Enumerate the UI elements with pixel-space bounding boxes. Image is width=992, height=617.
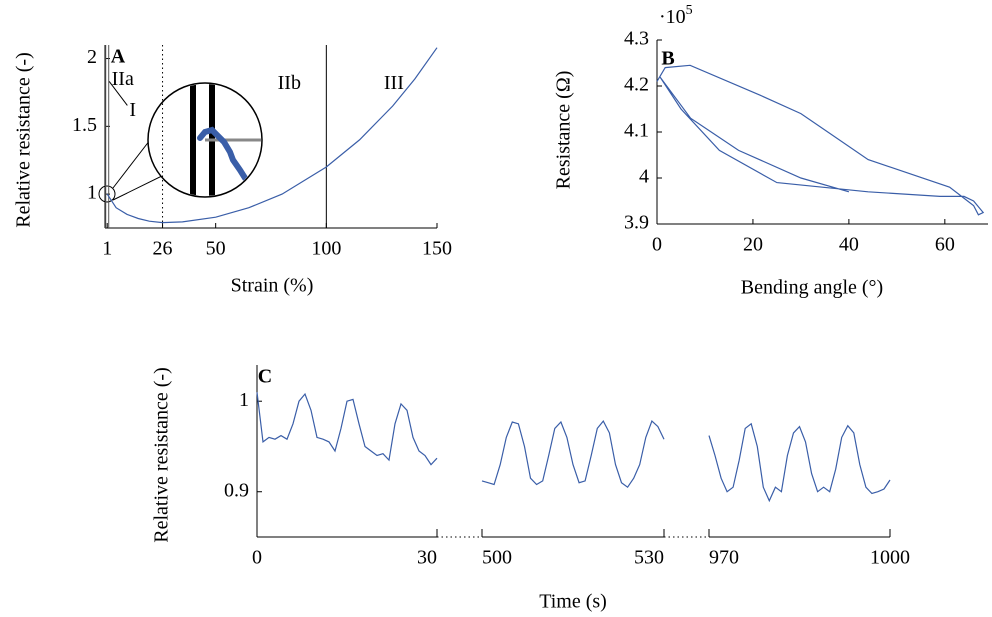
data-line [481,420,665,489]
annotation: IIa [112,68,134,90]
y-tick-label: 2 [87,46,97,68]
inset [98,82,263,203]
panel-label: C [258,366,272,388]
y-tick-label: 4.2 [624,74,649,96]
x-tick-label: 500 [482,547,512,569]
x-axis-label: Bending angle (°) [741,277,883,299]
x-tick-label: 40 [839,234,859,256]
multiplier-exponent: 5 [686,3,693,18]
data-line [708,422,891,503]
multiplier: ·105 [659,3,693,27]
y-tick-label: 3.9 [624,212,649,234]
data-line [656,64,985,216]
x-tick-label: 970 [709,547,739,569]
y-tick-label: 4 [639,166,649,188]
x-tick-label: 60 [935,234,955,256]
y-tick-label: 0.9 [224,479,249,501]
x-tick-label: 0 [652,234,662,256]
x-tick-label: 150 [422,238,452,260]
annotation: I [129,99,136,121]
data-line [106,47,438,224]
panel-label: A [111,46,126,68]
x-tick-label: 1000 [870,547,910,569]
x-tick-label: 26 [153,238,173,260]
x-axis-label: Strain (%) [231,275,314,297]
y-tick-label: 4.3 [624,28,649,50]
panel-label: B [661,48,674,70]
x-tick-label: 530 [634,547,664,569]
x-tick-label: 20 [743,234,763,256]
data-line [256,392,438,466]
y-tick-label: 1 [87,182,97,204]
annotation: IIb [278,72,301,94]
x-axis-label: Time (s) [539,591,607,613]
x-tick-label: 50 [206,238,226,260]
y-axis-label: Relative resistance (-) [13,52,35,227]
x-tick-label: 100 [311,238,341,260]
x-tick-label: 30 [417,547,437,569]
leader [108,81,128,106]
y-axis-label: Relative resistance (-) [151,367,173,542]
y-axis-label: Resistance (Ω) [553,71,575,190]
y-tick-label: 4.1 [624,120,649,142]
multiplier-base: ·10 [659,6,686,28]
y-tick-label: 1 [239,389,249,411]
y-tick-label: 1.5 [72,114,97,136]
x-tick-label: 1 [102,238,112,260]
x-tick-label: 0 [252,547,262,569]
annotation: III [384,72,404,94]
